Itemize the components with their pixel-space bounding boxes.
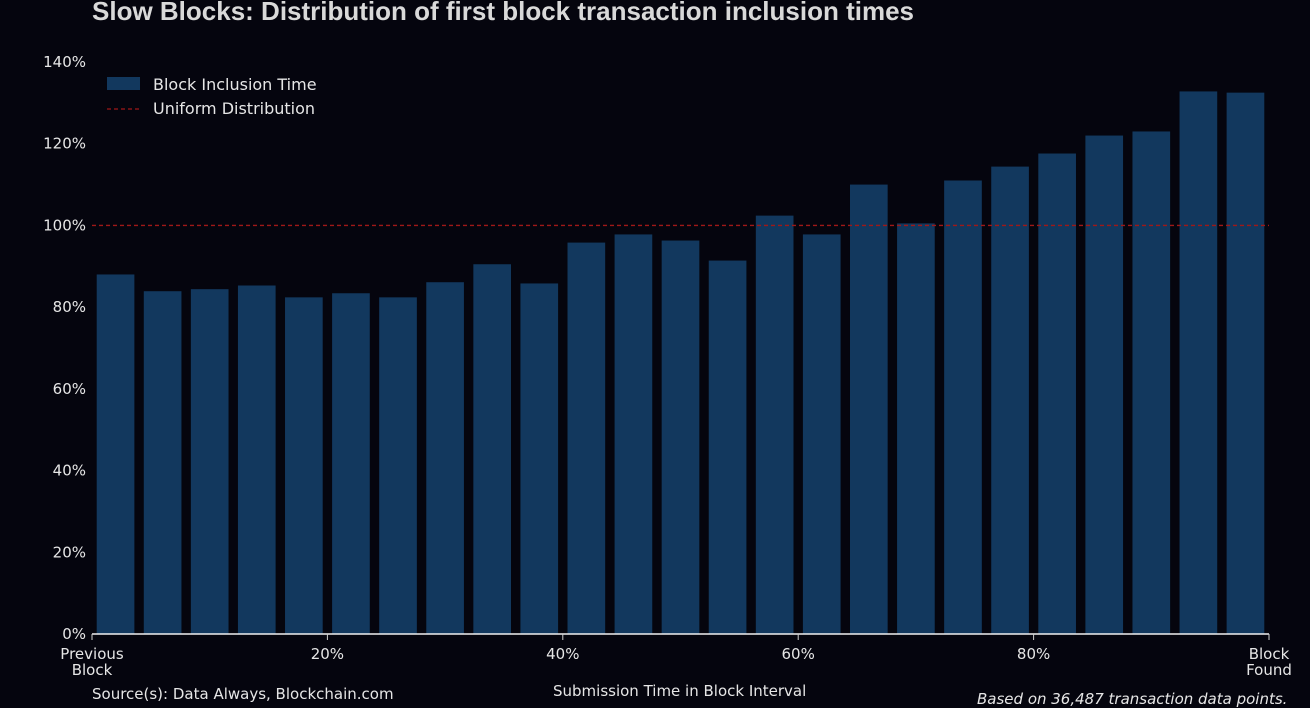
bar <box>849 184 888 635</box>
bar <box>991 166 1029 634</box>
x-tick-label: 80% <box>1017 645 1050 663</box>
bar <box>1226 92 1265 634</box>
bar <box>802 234 841 634</box>
bar <box>96 274 135 634</box>
bar <box>190 289 229 634</box>
data-points-note: Based on 36,487 transaction data points. <box>977 690 1288 708</box>
x-tick-label: Block Found <box>1246 645 1292 679</box>
bar <box>473 264 512 634</box>
x-axis-label: Submission Time in Block Interval <box>553 682 807 700</box>
bar <box>661 240 700 634</box>
x-axis-ticks: Previous Block 20% 40% 60% 80% Block Found <box>60 634 1292 679</box>
bar <box>285 297 323 634</box>
source-note: Source(s): Data Always, Blockchain.com <box>92 685 394 703</box>
y-tick-label: 60% <box>53 380 86 398</box>
y-tick-label: 120% <box>43 135 86 153</box>
legend-swatch-bars <box>107 77 140 90</box>
bar <box>1179 91 1218 635</box>
y-tick-label: 100% <box>43 216 86 234</box>
y-tick-label: 0% <box>62 625 86 643</box>
x-tick-label: 60% <box>782 645 815 663</box>
bar <box>426 282 464 634</box>
bars-group <box>96 91 1265 635</box>
bar <box>1132 131 1171 634</box>
bar <box>237 285 276 634</box>
bar <box>1038 153 1076 634</box>
bar <box>614 234 653 634</box>
y-axis-ticks: 0% 20% 40% 60% 80% 100% 120% 140% <box>43 53 86 643</box>
bar <box>897 223 935 634</box>
bar <box>567 242 606 635</box>
x-tick-label: 20% <box>311 645 344 663</box>
bar <box>332 293 370 634</box>
legend-label-line: Uniform Distribution <box>153 99 315 118</box>
bar <box>708 260 747 634</box>
bar <box>944 180 982 634</box>
y-tick-label: 40% <box>53 462 86 480</box>
bar <box>520 283 559 634</box>
x-tick-label: 40% <box>546 645 579 663</box>
bar <box>379 297 417 634</box>
legend-label-bars: Block Inclusion Time <box>153 75 317 94</box>
bar <box>143 291 182 634</box>
bar <box>1085 135 1124 635</box>
y-tick-label: 20% <box>53 543 86 561</box>
y-tick-label: 140% <box>43 53 86 71</box>
legend: Block Inclusion Time Uniform Distributio… <box>107 75 317 118</box>
bar <box>755 215 794 634</box>
y-tick-label: 80% <box>53 298 86 316</box>
chart-title: Slow Blocks: Distribution of first block… <box>92 0 914 26</box>
x-tick-label: Previous Block <box>60 645 124 679</box>
